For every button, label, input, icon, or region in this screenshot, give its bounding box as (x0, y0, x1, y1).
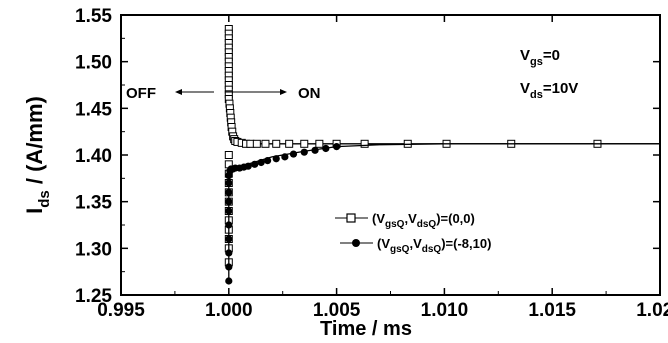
data-point (272, 155, 280, 163)
data-point (225, 198, 233, 206)
series-line (228, 28, 660, 145)
y-tick-label: 1.40 (75, 146, 112, 167)
vgs-main: V (520, 47, 530, 64)
y-axis-title-rest: / (A/mm) (22, 96, 47, 190)
data-point (257, 158, 265, 167)
ticks-layer: 0.995 1.000 1.005 1.010 1.015 1.020 1.25 1.30 1.… (75, 6, 668, 321)
off-arrow-head (175, 89, 182, 95)
y-tick-label: 1.25 (75, 286, 112, 307)
data-point (315, 139, 324, 148)
data-point (289, 150, 298, 158)
data-point (311, 146, 319, 154)
y-tick-label: 1.55 (75, 6, 112, 27)
vds-main: V (520, 80, 530, 97)
legend-marker-series-2 (352, 239, 360, 247)
x-tick-label: 1.010 (421, 300, 469, 321)
data-point (300, 148, 308, 156)
data-point (225, 235, 233, 243)
x-tick-label: 1.000 (205, 300, 253, 321)
data-point (246, 139, 255, 148)
y-tick-label: 1.35 (75, 193, 112, 214)
data-point (244, 162, 252, 170)
data-point (225, 249, 233, 257)
data-point (272, 139, 281, 148)
y-tick-label: 1.45 (75, 99, 112, 120)
data-point (251, 160, 259, 168)
data-point (300, 139, 309, 148)
x-tick-label: 1.020 (636, 300, 668, 321)
data-point (225, 277, 233, 285)
y-axis-title: Ids / (A/mm) (22, 96, 53, 214)
y-tick-label: 1.50 (75, 53, 112, 74)
series-2 (225, 143, 660, 285)
y-tick-label: 1.30 (75, 239, 112, 260)
data-point (333, 143, 341, 151)
series-layer (224, 25, 660, 285)
legend-marker-series-1 (346, 213, 356, 223)
x-tick-label: 1.005 (313, 300, 361, 321)
data-point (264, 157, 272, 165)
y-axis-title-main: I (22, 208, 47, 214)
vds-sub: ds (530, 89, 543, 101)
vds-rest: =10V (543, 80, 578, 97)
legend-label-series-2: (VgsQ,VdsQ)=(-8,10) (377, 236, 491, 255)
data-point (225, 263, 233, 271)
data-point (281, 153, 289, 161)
legend: (VgsQ,VdsQ)=(0,0) (VgsQ,VdsQ)=(-8,10) (335, 211, 491, 255)
data-point (224, 151, 233, 159)
data-point (360, 139, 369, 148)
x-tick-label: 1.015 (528, 300, 576, 321)
data-point (225, 221, 233, 229)
vgs-annotation: Vgs=0 (520, 47, 560, 68)
on-label: ON (298, 85, 321, 102)
data-point (322, 144, 330, 153)
data-point (225, 179, 233, 187)
vgs-rest: =0 (543, 47, 560, 64)
vds-annotation: Vds=10V (520, 80, 578, 101)
y-axis-title-sub: ds (36, 190, 53, 208)
data-point (225, 188, 233, 196)
off-label: OFF (126, 85, 156, 102)
on-arrow-head (280, 89, 287, 95)
vgs-sub: gs (530, 56, 543, 68)
legend-label-series-1: (VgsQ,VdsQ)=(0,0) (372, 211, 475, 230)
x-tick-label: 0.995 (97, 300, 145, 321)
data-point (285, 139, 294, 148)
data-point (252, 139, 261, 148)
x-axis-title: Time / ms (320, 318, 412, 340)
data-point (261, 139, 270, 148)
series-1 (224, 25, 660, 267)
data-point (225, 207, 233, 215)
